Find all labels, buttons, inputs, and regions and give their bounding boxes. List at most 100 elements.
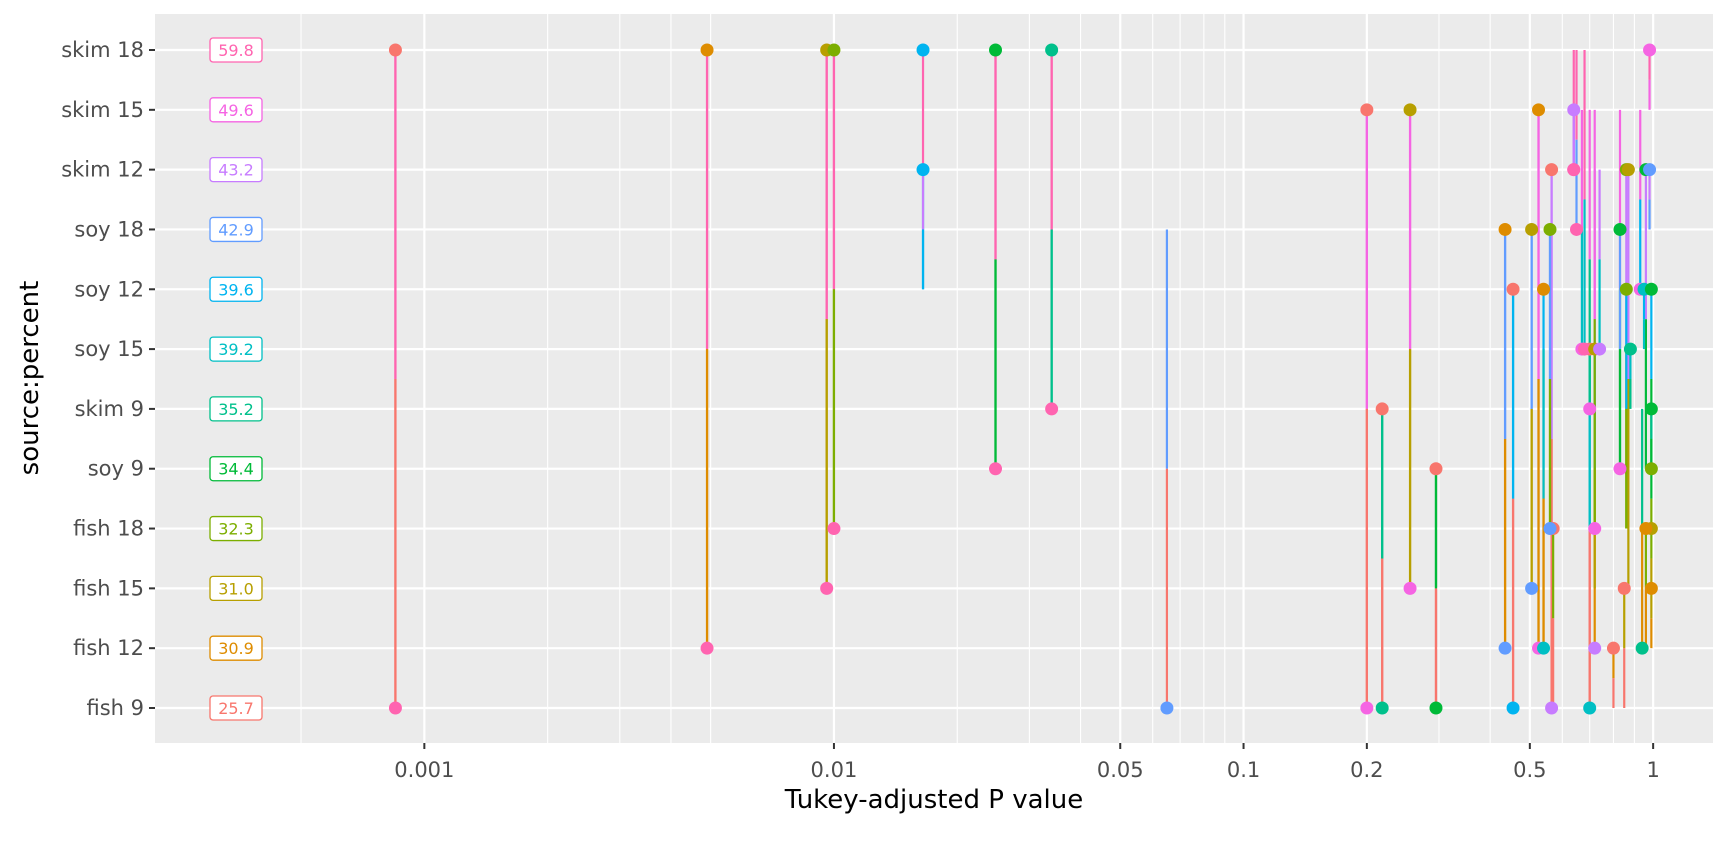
- comparison-point: [1375, 701, 1389, 715]
- minor-grid: [300, 14, 1635, 743]
- y-tick-label: fish 15: [73, 576, 144, 600]
- mean-label: 59.8: [218, 41, 254, 60]
- comparison-point: [1613, 222, 1627, 236]
- comparison-point: [1644, 282, 1658, 296]
- comparison-points: [388, 43, 1658, 715]
- comparison-point: [1545, 701, 1559, 715]
- comparison-point: [989, 43, 1003, 57]
- comparison-point: [1606, 641, 1620, 655]
- comparison-point: [1506, 701, 1520, 715]
- comparison-point: [1375, 402, 1389, 416]
- x-tick-label: 0.2: [1350, 758, 1383, 782]
- y-tick-label: fish 9: [86, 696, 144, 720]
- comparison-point: [1160, 701, 1174, 715]
- mean-label-box: [209, 695, 263, 721]
- x-tick-label: 0.5: [1513, 758, 1546, 782]
- comparison-point: [1525, 222, 1539, 236]
- comparison-point: [1578, 342, 1592, 356]
- mean-label-box: [209, 37, 263, 63]
- comparison-point: [1623, 342, 1637, 356]
- comparison-point: [1613, 462, 1627, 476]
- x-tick-label: 0.001: [394, 758, 454, 782]
- mean-label-box: [209, 575, 263, 602]
- comparison-point: [1537, 282, 1551, 296]
- comparison-point: [1045, 43, 1059, 57]
- mean-label-box: [209, 456, 263, 482]
- comparison-point: [1593, 342, 1607, 356]
- comparison-point: [1567, 103, 1581, 117]
- mean-label: 34.4: [218, 460, 254, 479]
- comparison-point: [1567, 163, 1581, 177]
- comparison-point: [1644, 402, 1658, 416]
- comparison-point: [1532, 103, 1546, 117]
- comparison-point: [1643, 163, 1657, 177]
- comparison-point: [1644, 581, 1658, 595]
- comparison-point: [1583, 402, 1597, 416]
- y-tick-label: soy 18: [74, 217, 144, 241]
- mean-label: 31.0: [218, 579, 254, 598]
- comparison-point: [1429, 462, 1443, 476]
- comparison-point: [989, 462, 1003, 476]
- comparison-point: [1643, 43, 1657, 57]
- y-tick-label: soy 9: [88, 457, 144, 481]
- mean-label-box: [209, 156, 263, 183]
- y-axis: fish 9 fish 12 fish 15 fish 18 soy 9 skim 9 so…: [61, 38, 155, 720]
- comparison-point: [700, 641, 714, 655]
- comparison-point: [388, 43, 402, 57]
- comparison-point: [1543, 522, 1557, 536]
- comparison-point: [1429, 701, 1443, 715]
- comparison-point: [1545, 163, 1559, 177]
- panel-background: [155, 14, 1713, 743]
- y-tick-label: soy 15: [74, 337, 144, 361]
- mean-label: 39.2: [218, 340, 254, 359]
- y-tick-label: skim 15: [61, 98, 144, 122]
- x-axis-title: Tukey-adjusted P value: [784, 785, 1083, 815]
- x-axis: 0.001 0.01 0.05 0.1 0.2 0.5 1: [394, 743, 1660, 782]
- mean-labels: 25.7 30.9 31.0 32.3 34.4 35.2 39.2 39.6 42.9 43.2…: [209, 37, 263, 721]
- comparison-segments: [394, 50, 1653, 708]
- comparison-point: [1588, 641, 1602, 655]
- y-tick-label: fish 12: [73, 636, 144, 660]
- mean-label-box: [209, 336, 263, 362]
- x-tick-label: 0.1: [1227, 758, 1260, 782]
- comparison-point: [700, 43, 714, 57]
- x-tick-label: 1: [1646, 758, 1659, 782]
- mean-label: 32.3: [218, 520, 254, 539]
- comparison-point: [1403, 581, 1417, 595]
- mean-label: 30.9: [218, 639, 254, 658]
- comparison-point: [1583, 701, 1597, 715]
- mean-label-box: [209, 515, 263, 542]
- mean-label: 39.6: [218, 280, 254, 299]
- comparison-point: [1588, 522, 1602, 536]
- comparison-point: [1045, 402, 1059, 416]
- y-tick-label: skim 9: [75, 397, 144, 421]
- comparison-point: [1537, 641, 1551, 655]
- comparison-point: [388, 701, 402, 715]
- comparison-point: [1498, 222, 1512, 236]
- mean-label: 25.7: [218, 699, 254, 718]
- y-tick-label: fish 18: [73, 517, 144, 541]
- mean-label-box: [209, 97, 263, 123]
- mean-label-box: [209, 635, 263, 661]
- comparison-point: [1617, 581, 1631, 595]
- comparison-point: [916, 163, 930, 177]
- comparison-point: [1360, 103, 1374, 117]
- comparison-point: [827, 522, 841, 536]
- y-tick-label: soy 12: [74, 277, 144, 301]
- comparison-point: [1635, 641, 1649, 655]
- comparison-point: [1403, 103, 1417, 117]
- y-tick-label: skim 12: [61, 158, 144, 182]
- x-tick-label: 0.01: [811, 758, 858, 782]
- mean-label: 42.9: [218, 220, 254, 239]
- comparison-point: [916, 43, 930, 57]
- mean-label: 49.6: [218, 101, 254, 120]
- comparison-point: [827, 43, 841, 57]
- x-tick-label: 0.05: [1097, 758, 1144, 782]
- comparison-point: [1619, 282, 1633, 296]
- y-axis-title: source:percent: [15, 281, 45, 476]
- mean-label-box: [209, 396, 263, 422]
- comparison-point: [820, 581, 834, 595]
- comparison-point: [1639, 522, 1653, 536]
- mean-label: 43.2: [218, 161, 254, 180]
